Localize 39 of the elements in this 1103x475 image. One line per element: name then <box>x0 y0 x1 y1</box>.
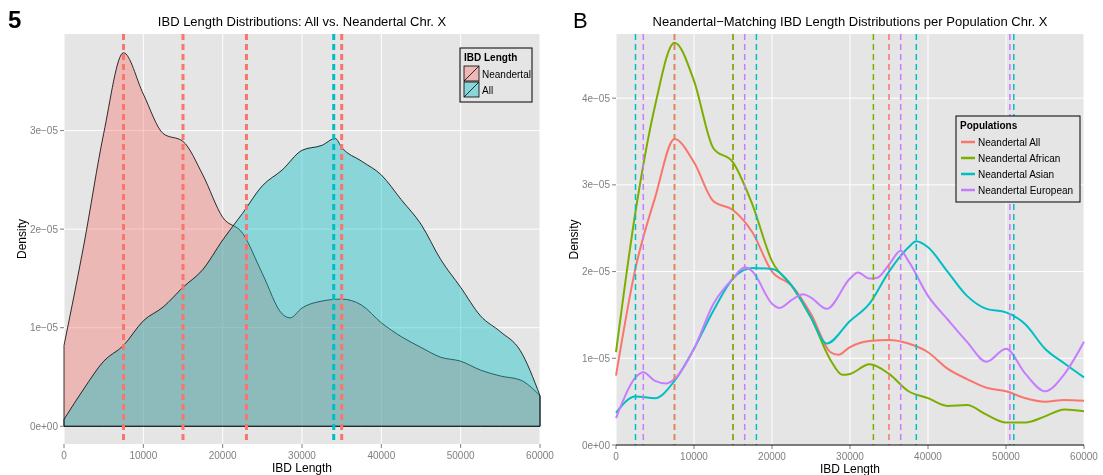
x-tick-label: 30000 <box>836 451 865 462</box>
y-tick-label: 3e−05 <box>581 179 611 191</box>
x-tick-label: 40000 <box>367 450 396 461</box>
chart-title: IBD Length Distributions: All vs. Neandertal Chr. X <box>157 14 447 29</box>
legend-label: Neandertal All <box>978 136 1041 148</box>
legend-label: Neandertal Asian <box>978 168 1055 180</box>
x-tick-label: 20000 <box>758 451 787 462</box>
legend-label: Neandertal European <box>978 184 1074 196</box>
x-tick-label: 40000 <box>914 451 943 462</box>
x-tick-label: 0 <box>61 450 68 461</box>
y-tick-label: 1e−05 <box>29 322 59 334</box>
x-tick-label: 10000 <box>680 451 709 462</box>
y-tick-label: 4e−05 <box>581 92 611 104</box>
legend-title: Populations <box>960 120 1018 131</box>
chart-title: Neandertal−Matching IBD Length Distributions per Population Chr. X <box>652 14 1048 29</box>
legend-label: Neandertal <box>482 68 531 80</box>
x-tick-label: 10000 <box>129 450 158 461</box>
legend-title: IBD Length <box>464 52 518 63</box>
y-tick-label: 2e−05 <box>29 223 59 235</box>
text: 5 <box>8 6 22 33</box>
legend-label: Neandertal African <box>978 152 1061 164</box>
x-tick-label: 50000 <box>446 450 476 461</box>
legend-label: All <box>482 84 494 96</box>
x-tick-label: 30000 <box>288 450 317 461</box>
x-tick-label: 60000 <box>526 450 555 461</box>
y-axis-title: Density <box>15 218 29 260</box>
y-tick-label: 1e−05 <box>581 352 611 364</box>
y-tick-label: 0e+00 <box>581 439 611 451</box>
x-tick-label: 0 <box>613 451 620 462</box>
y-tick-label: 2e−05 <box>581 266 611 278</box>
x-tick-label: 50000 <box>992 451 1021 462</box>
x-axis-title: IBD Length <box>271 461 333 475</box>
x-tick-label: 20000 <box>208 450 238 461</box>
y-axis-title: Density <box>567 219 581 260</box>
x-tick-label: 60000 <box>1070 451 1099 462</box>
y-tick-label: 0e+00 <box>29 420 59 432</box>
x-axis-title: IBD Length <box>819 462 881 475</box>
y-tick-label: 3e−05 <box>29 125 59 137</box>
text: B <box>573 8 588 33</box>
